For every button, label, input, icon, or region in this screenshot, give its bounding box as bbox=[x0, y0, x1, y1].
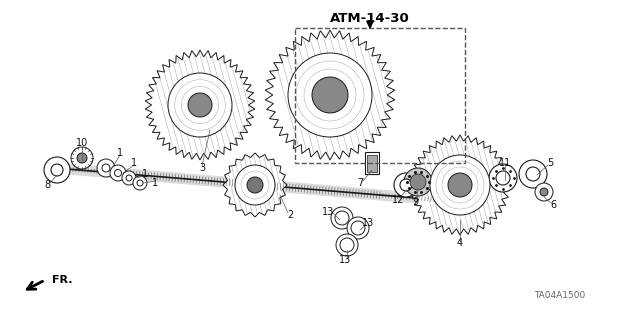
Circle shape bbox=[335, 211, 349, 225]
Text: FR.: FR. bbox=[52, 275, 72, 285]
Circle shape bbox=[394, 173, 418, 197]
Text: 12: 12 bbox=[392, 195, 404, 205]
Circle shape bbox=[526, 167, 540, 181]
Text: 8: 8 bbox=[44, 180, 50, 190]
Circle shape bbox=[168, 73, 232, 137]
Text: 13: 13 bbox=[339, 255, 351, 265]
Circle shape bbox=[97, 159, 115, 177]
Polygon shape bbox=[223, 153, 287, 217]
Circle shape bbox=[71, 147, 93, 169]
Text: 4: 4 bbox=[457, 238, 463, 248]
Text: 10: 10 bbox=[76, 138, 88, 148]
Circle shape bbox=[404, 168, 432, 196]
Text: ATM-14-30: ATM-14-30 bbox=[330, 11, 410, 25]
Text: 1: 1 bbox=[152, 178, 158, 188]
Circle shape bbox=[110, 165, 126, 181]
Circle shape bbox=[247, 177, 263, 193]
Circle shape bbox=[351, 221, 365, 235]
Circle shape bbox=[347, 217, 369, 239]
Circle shape bbox=[44, 157, 70, 183]
Circle shape bbox=[77, 153, 87, 163]
Text: 13: 13 bbox=[362, 218, 374, 228]
Circle shape bbox=[540, 188, 548, 196]
Circle shape bbox=[188, 93, 212, 117]
Text: 6: 6 bbox=[550, 200, 556, 210]
Bar bbox=[365, 152, 379, 174]
Circle shape bbox=[126, 175, 132, 181]
Text: 7: 7 bbox=[357, 178, 363, 188]
Text: 1: 1 bbox=[117, 148, 123, 158]
Text: TA04A1500: TA04A1500 bbox=[534, 291, 586, 300]
Bar bbox=[295, 28, 465, 163]
Circle shape bbox=[51, 164, 63, 176]
Text: 1: 1 bbox=[142, 169, 148, 179]
Circle shape bbox=[400, 179, 412, 191]
Circle shape bbox=[235, 165, 275, 205]
Circle shape bbox=[122, 171, 136, 185]
Text: 11: 11 bbox=[499, 158, 511, 168]
Text: 13: 13 bbox=[322, 207, 334, 217]
Circle shape bbox=[448, 173, 472, 197]
Circle shape bbox=[288, 53, 372, 137]
Text: 1: 1 bbox=[131, 158, 137, 168]
Circle shape bbox=[340, 238, 354, 252]
Polygon shape bbox=[145, 50, 255, 160]
Circle shape bbox=[115, 169, 122, 176]
Bar bbox=[367, 155, 377, 172]
Circle shape bbox=[519, 160, 547, 188]
Circle shape bbox=[331, 207, 353, 229]
Circle shape bbox=[336, 234, 358, 256]
Circle shape bbox=[102, 164, 110, 172]
Circle shape bbox=[137, 180, 143, 186]
Circle shape bbox=[133, 176, 147, 190]
Text: 2: 2 bbox=[287, 210, 293, 220]
Text: 9: 9 bbox=[412, 197, 418, 207]
Circle shape bbox=[312, 77, 348, 113]
Text: 3: 3 bbox=[199, 163, 205, 173]
Circle shape bbox=[489, 164, 517, 192]
Circle shape bbox=[410, 174, 426, 190]
Circle shape bbox=[430, 155, 490, 215]
Polygon shape bbox=[265, 30, 395, 160]
Circle shape bbox=[496, 171, 510, 185]
Circle shape bbox=[535, 183, 553, 201]
Polygon shape bbox=[410, 135, 510, 235]
Text: 5: 5 bbox=[547, 158, 553, 168]
